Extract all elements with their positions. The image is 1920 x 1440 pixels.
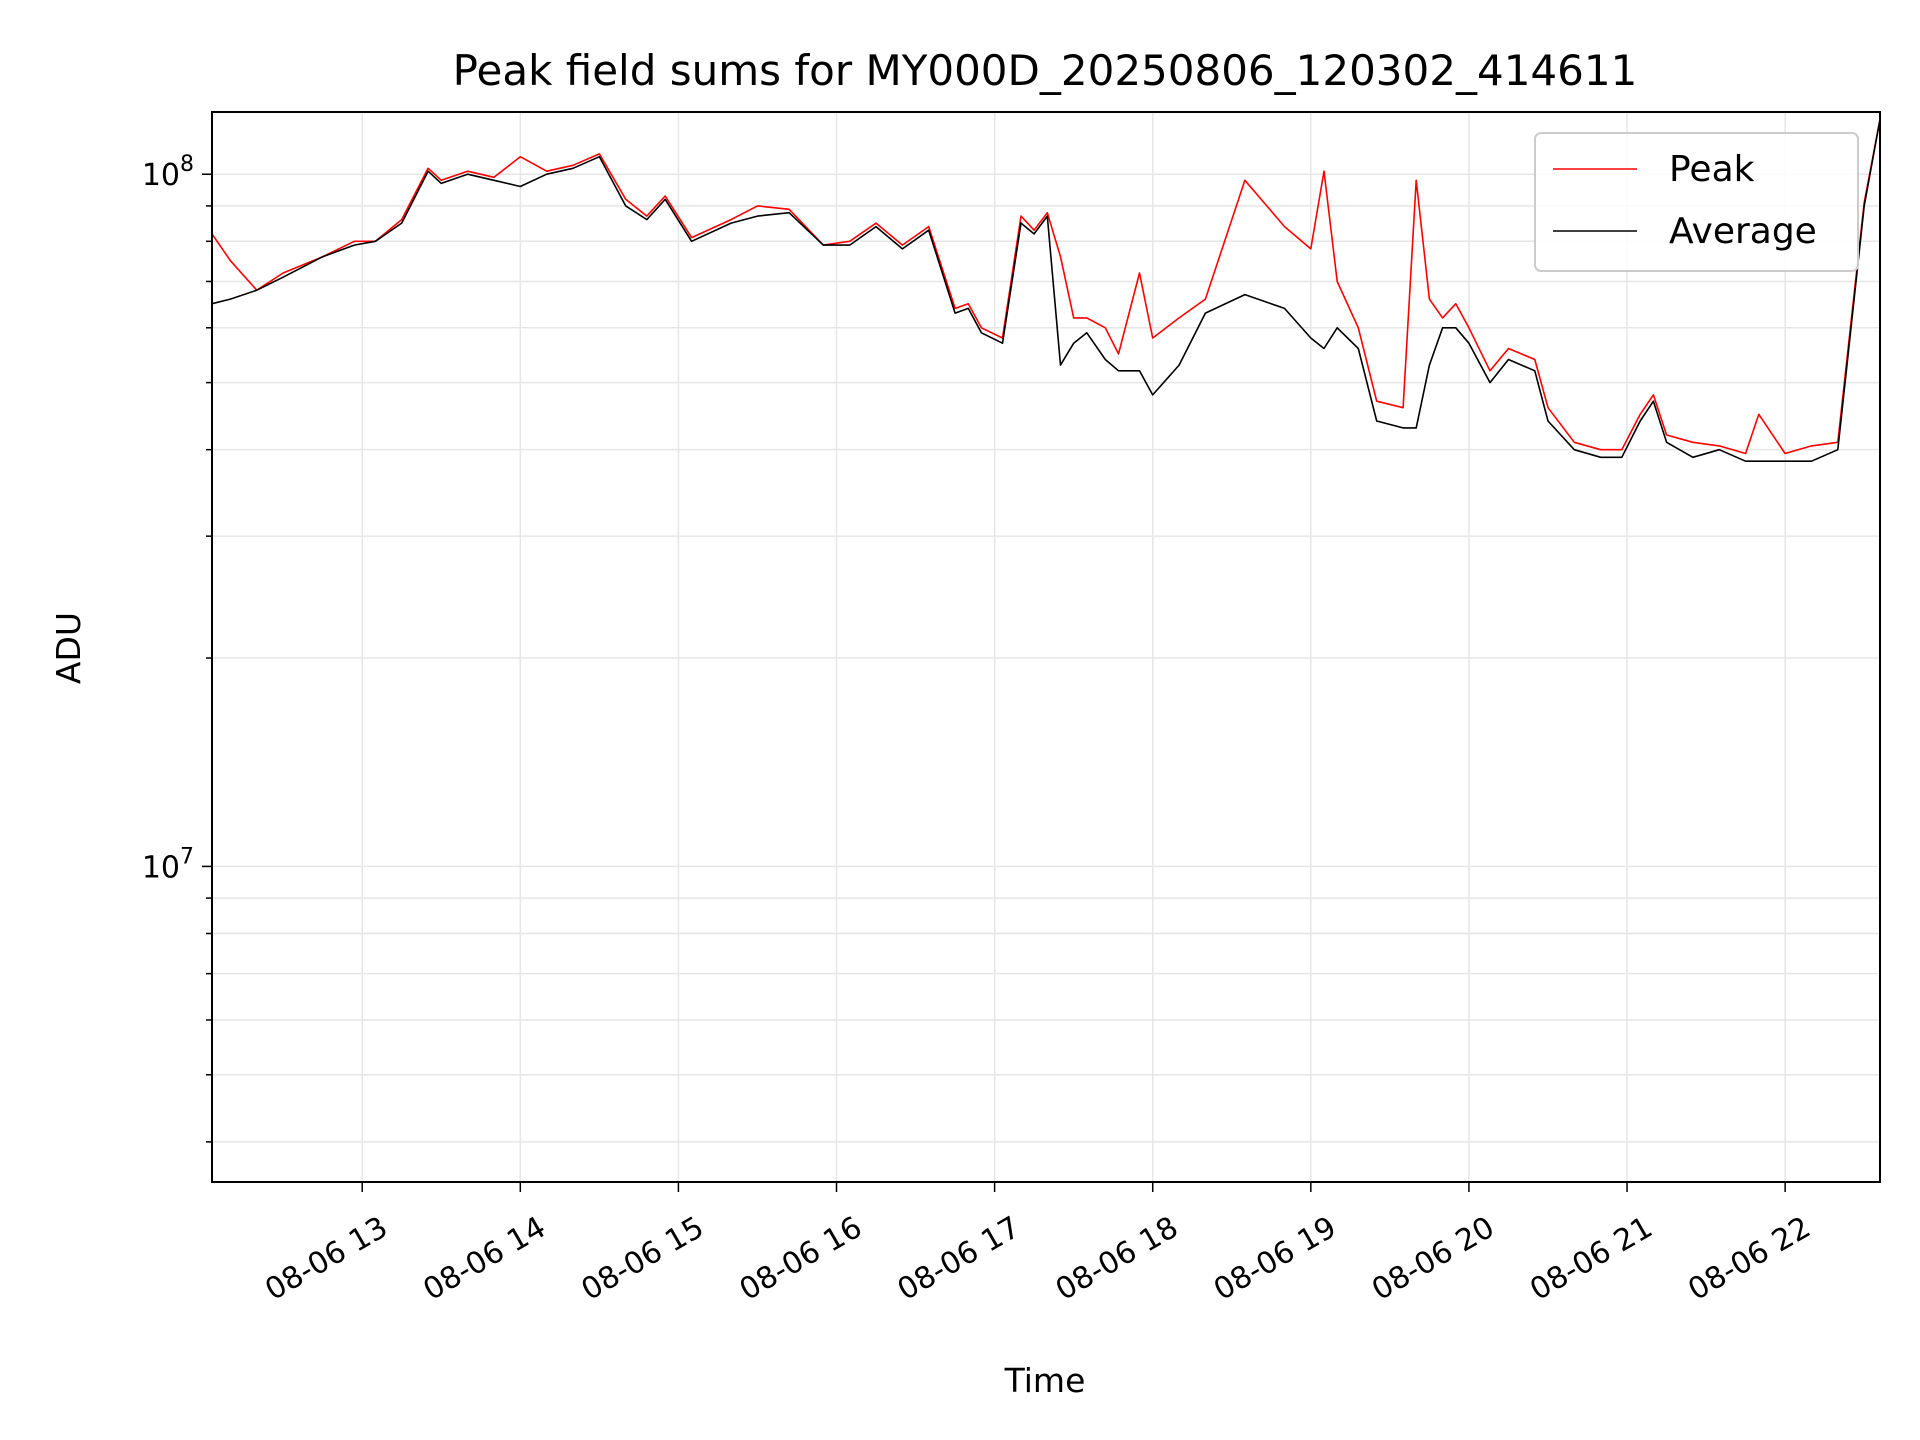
x-tick-label: 08-06 15	[576, 1210, 710, 1308]
chart-title: Peak field sums for MY000D_20250806_1203…	[453, 46, 1638, 95]
legend-box	[1534, 132, 1859, 272]
x-tick-label: 08-06 17	[892, 1210, 1026, 1308]
x-tick-label: 08-06 18	[1050, 1210, 1184, 1308]
x-tick-label: 08-06 20	[1366, 1210, 1500, 1308]
legend-label-average: Average	[1669, 211, 1817, 252]
x-tick-label: 08-06 16	[734, 1210, 868, 1308]
series-layer	[211, 119, 1881, 463]
x-tick-label: 08-06 19	[1208, 1210, 1342, 1308]
y-axis-label: ADU	[49, 612, 88, 684]
x-axis-label: Time	[1004, 1361, 1086, 1400]
plot-frame	[211, 111, 1881, 1183]
series-line-average	[211, 119, 1881, 463]
legend-label-peak: Peak	[1669, 149, 1755, 190]
legend: Peak Average	[1534, 132, 1859, 272]
x-tick-label: 08-06 13	[259, 1210, 393, 1308]
grid	[212, 112, 1880, 1182]
y-tick-label: 108	[142, 152, 194, 193]
x-tick-label: 08-06 14	[417, 1210, 551, 1308]
y-axis: 107 108	[142, 152, 212, 1143]
x-tick-label: 08-06 22	[1682, 1210, 1816, 1308]
y-tick-label: 107	[142, 844, 194, 885]
x-axis: 08-06 13 08-06 14 08-06 15 08-06 16 08-06 17…	[259, 1182, 1817, 1308]
series-line-peak	[211, 119, 1881, 455]
x-tick-label: 08-06 21	[1524, 1210, 1658, 1308]
